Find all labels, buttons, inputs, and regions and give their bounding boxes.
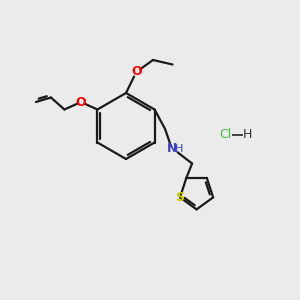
Text: Cl: Cl: [219, 128, 231, 142]
Text: S: S: [176, 191, 184, 204]
Text: H: H: [175, 143, 184, 154]
Text: O: O: [131, 65, 142, 79]
Text: N: N: [167, 142, 177, 155]
Text: H: H: [243, 128, 252, 142]
Text: O: O: [76, 95, 86, 109]
